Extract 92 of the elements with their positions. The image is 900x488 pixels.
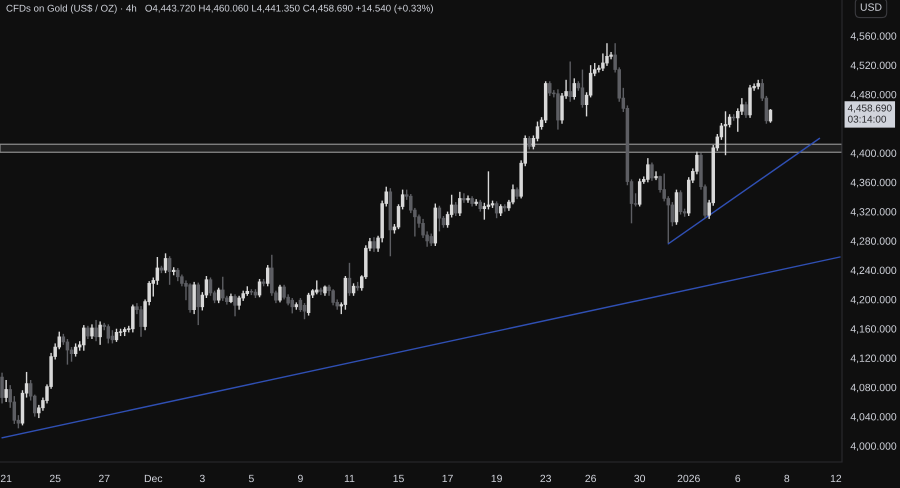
candlestick (98, 320, 102, 346)
x-tick-label: 19 (492, 474, 502, 482)
candlestick (90, 324, 94, 340)
candlestick (233, 294, 237, 317)
y-tick-label: 4,560.000 (850, 32, 896, 41)
candlestick (572, 78, 576, 100)
x-tick-label: 21 (0, 474, 12, 482)
y-tick-label: 4,200.000 (850, 296, 896, 305)
candlestick (4, 379, 8, 403)
candlestick (348, 262, 352, 296)
candlestick (744, 101, 748, 119)
text: 4,458.690 03:14:00 (848, 104, 892, 123)
candlestick (650, 162, 654, 182)
candlestick (580, 68, 584, 108)
x-tick-label: 12 (830, 474, 842, 482)
x-tick-label: 23 (540, 474, 551, 482)
candlestick (168, 256, 172, 286)
x-tick-label: 3 (200, 474, 205, 482)
y-tick-label: 4,080.000 (850, 384, 896, 392)
candlestick (94, 319, 98, 342)
x-tick-label: 17 (442, 474, 453, 482)
candlestick (164, 252, 168, 274)
y-tick-label: 4,000.000 (850, 442, 896, 451)
candlestick (216, 287, 220, 304)
candlestick (646, 157, 650, 184)
y-tick-label: 4,040.000 (850, 413, 896, 422)
candlestick (131, 304, 135, 334)
candlestick (601, 52, 605, 72)
chart-subtitle: O4,443.720 H4,460.060 L4,441.350 C4,458.690 +14.540 (+0.33%) (145, 4, 433, 14)
candlestick (86, 325, 90, 340)
candlestick (290, 297, 294, 314)
candlestick (221, 276, 224, 302)
candlestick (298, 297, 302, 313)
y-tick-label: 4,320.000 (850, 208, 896, 217)
candlestick (498, 204, 502, 217)
candlestick (139, 305, 143, 338)
x-tick-label: 9 (298, 474, 303, 482)
x-tick-label: 5 (248, 474, 254, 482)
candlestick (528, 135, 532, 150)
candlestick (306, 292, 310, 316)
candlestick (470, 196, 474, 208)
y-tick-label: 4,120.000 (850, 354, 896, 364)
x-tick-label: 25 (50, 474, 61, 482)
candlestick (568, 60, 572, 102)
candlestick (462, 192, 466, 204)
candlestick (278, 284, 282, 304)
candlestick (756, 79, 760, 90)
candlestick (458, 191, 462, 217)
candlestick (66, 338, 70, 366)
candlestick (724, 110, 728, 156)
candlestick (196, 282, 200, 326)
candlestick (454, 201, 458, 217)
candlestick (315, 280, 319, 296)
candlestick (515, 186, 519, 200)
candlestick (478, 199, 482, 212)
x-tick-label: 2026 (678, 474, 700, 482)
candlestick (331, 288, 335, 306)
y-tick-label: 4,280.000 (850, 237, 896, 246)
y-axis-title: USD (860, 3, 882, 11)
candlestick (229, 292, 233, 304)
x-tick-label: 30 (634, 474, 646, 482)
candlestick (258, 278, 262, 298)
y-tick-label: 4,400.000 (850, 150, 896, 158)
x-tick-label: 27 (98, 474, 110, 482)
x-tick-label: 8 (784, 474, 790, 482)
candlestick (678, 190, 682, 216)
candlestick (106, 324, 110, 344)
y-tick-label: 4,360.000 (850, 178, 896, 188)
y-tick-label: 4,160.000 (850, 325, 896, 334)
candlestick (0, 372, 4, 404)
chart-title: CFDs on Gold (US$ / OZ) · 4h (6, 4, 136, 14)
x-tick-label: Dec (144, 474, 162, 482)
candlestick (429, 232, 433, 247)
candlestick (605, 42, 609, 67)
candlestick (438, 205, 442, 232)
candlestick (266, 264, 270, 287)
candlestick (74, 342, 78, 358)
x-tick-label: 11 (344, 474, 354, 482)
y-tick-label: 4,520.000 (850, 62, 896, 70)
candlestick (82, 324, 86, 352)
candlestick (323, 284, 327, 296)
x-tick-label: 6 (735, 474, 740, 482)
candlestick (728, 114, 732, 128)
candlestick (494, 200, 498, 219)
y-tick-label: 4,240.000 (850, 266, 896, 276)
y-tick-label: 4,480.000 (850, 90, 896, 100)
x-tick-label: 15 (394, 474, 404, 482)
candlestick (352, 282, 356, 296)
candlestick (548, 80, 552, 97)
candlestick (768, 108, 772, 124)
candlestick (638, 178, 642, 208)
x-tick-label: 26 (585, 474, 596, 482)
